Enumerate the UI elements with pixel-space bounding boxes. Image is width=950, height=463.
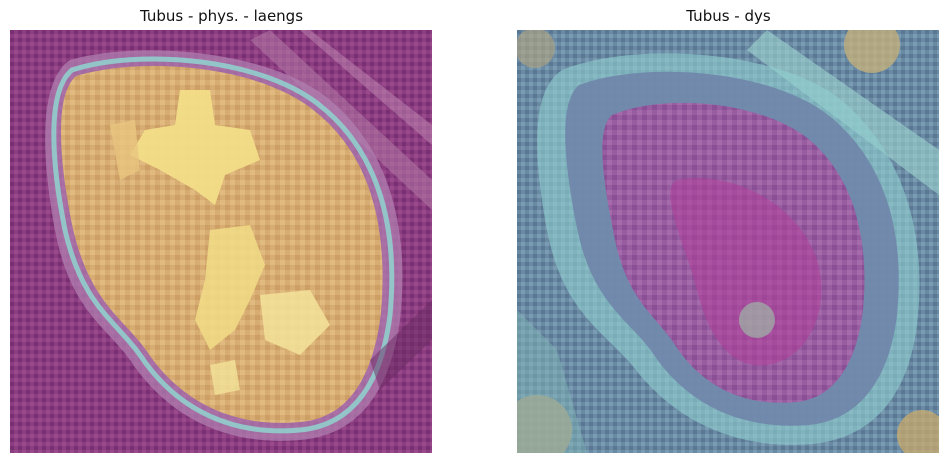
heatmap-image-right xyxy=(517,30,939,453)
panel-title: Tubus - phys. - laengs xyxy=(139,7,304,25)
heatmap-image-left xyxy=(10,30,432,453)
panel-title: Tubus - dys xyxy=(686,7,771,25)
